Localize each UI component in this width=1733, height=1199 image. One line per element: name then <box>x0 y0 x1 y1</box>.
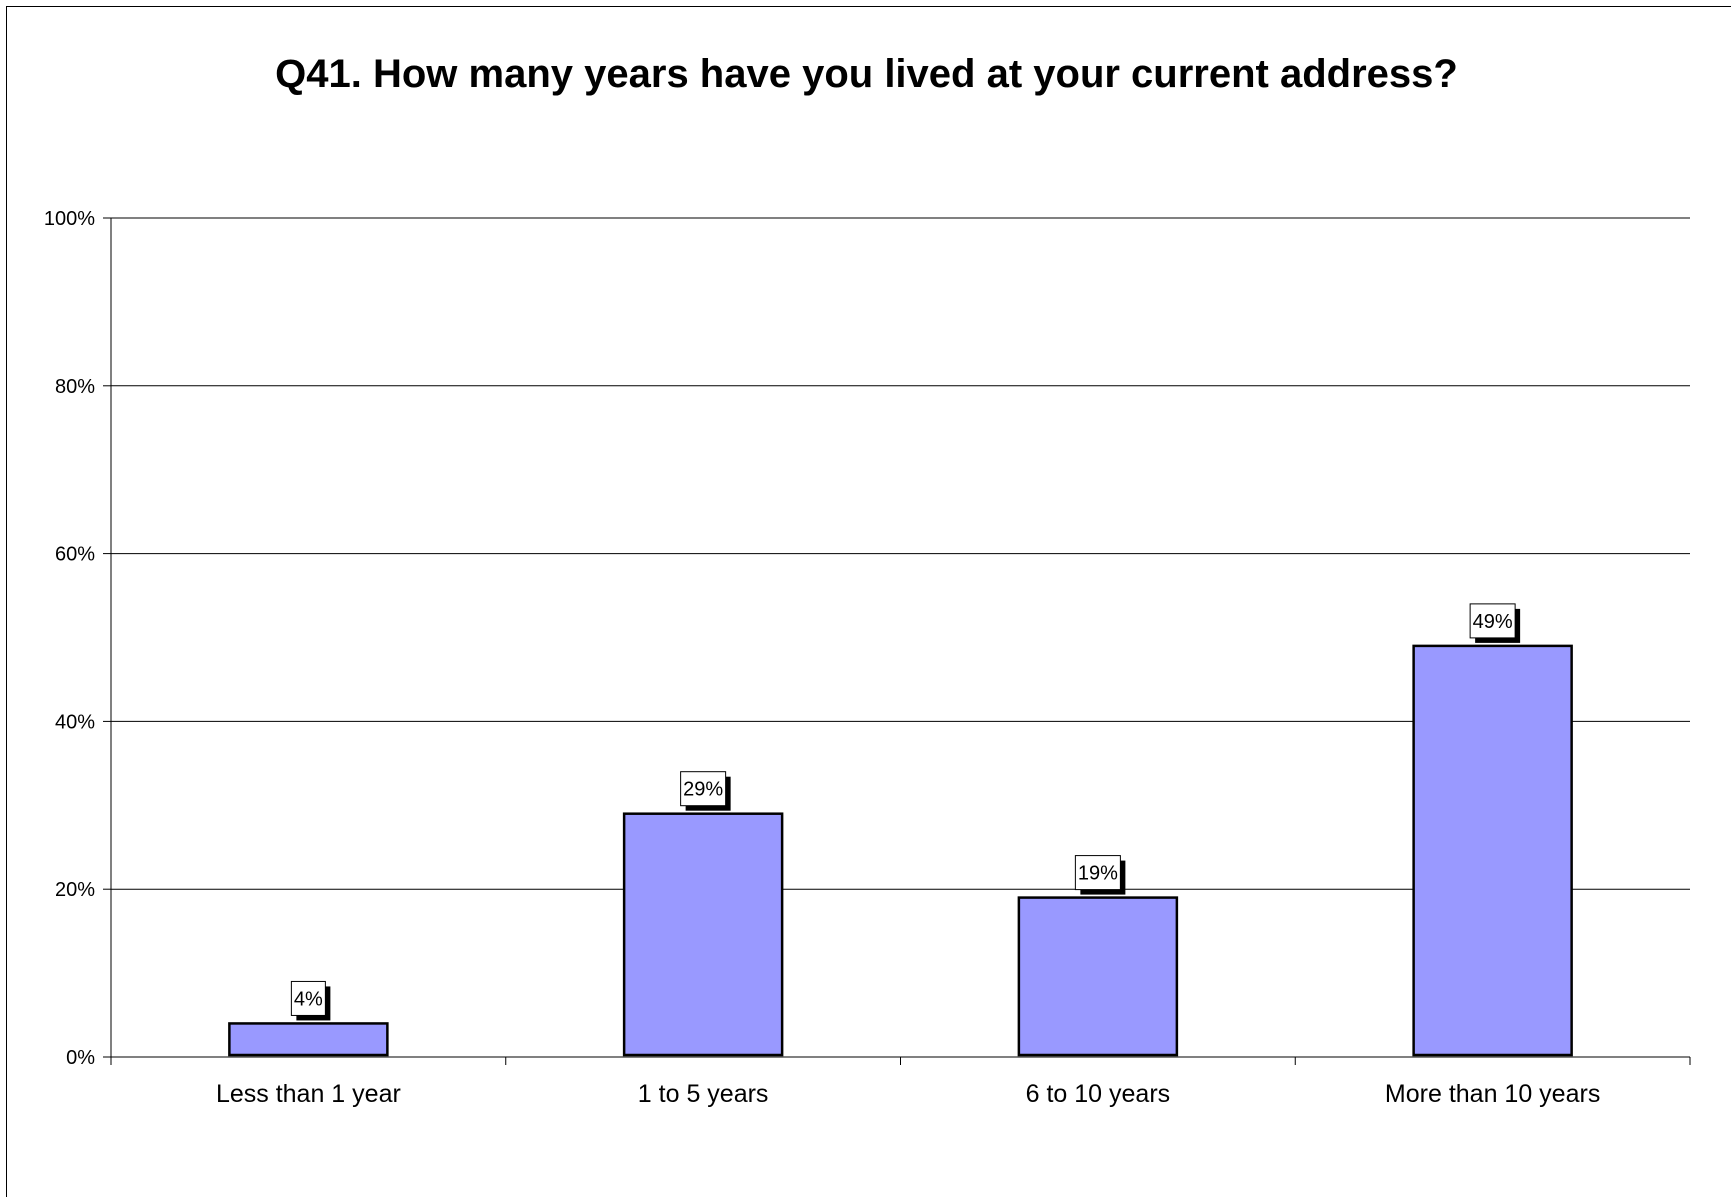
bar <box>622 812 784 1057</box>
data-label: 19% <box>1078 863 1118 885</box>
data-label-box <box>1469 603 1516 639</box>
y-tick-label: 80% <box>55 376 95 398</box>
data-label: 29% <box>683 779 723 801</box>
bar <box>228 1022 389 1057</box>
x-tick-label: Less than 1 year <box>216 1080 401 1108</box>
x-tick-label: 6 to 10 years <box>1026 1080 1171 1108</box>
y-tick-label: 0% <box>66 1047 95 1069</box>
data-label-box <box>680 771 727 807</box>
y-tick-label: 60% <box>55 544 95 566</box>
bar <box>1017 896 1179 1057</box>
y-tick-label: 100% <box>44 208 95 230</box>
x-tick-label: More than 10 years <box>1385 1080 1600 1108</box>
data-label-box <box>290 980 326 1016</box>
bar <box>1412 644 1573 1057</box>
y-tick-label: 20% <box>55 879 95 901</box>
chart-title: Q41. How many years have you lived at yo… <box>275 52 1458 96</box>
x-tick-label: 1 to 5 years <box>638 1080 769 1108</box>
data-label: 4% <box>294 988 323 1010</box>
y-tick-label: 40% <box>55 711 95 733</box>
data-label-box <box>1074 855 1121 891</box>
data-label: 49% <box>1473 611 1513 633</box>
